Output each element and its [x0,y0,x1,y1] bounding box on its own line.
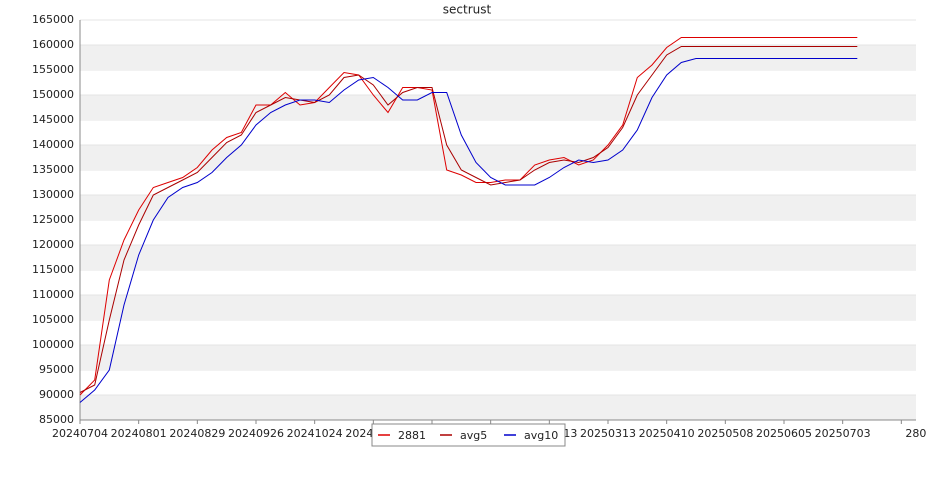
grid-band [80,195,916,220]
x-tick-label: 20250508 [697,427,753,440]
y-tick-label: 100000 [32,338,74,351]
x-tick-label: 20250410 [639,427,695,440]
grid-band [80,345,916,370]
x-tick-label: 20240801 [111,427,167,440]
grid-band [80,245,916,270]
legend-box [371,423,566,447]
x-tick-label: 20240704 [52,427,108,440]
chart-title: sectrust [443,3,492,17]
series-line [79,58,858,403]
y-tick-label: 140000 [32,138,74,151]
x-tick-label: 20240829 [169,427,225,440]
x-tick-label: 20250313 [580,427,636,440]
y-tick-label: 165000 [32,13,74,26]
x-tick-label: 20250605 [756,427,812,440]
x-tick-label: 280 [905,427,926,440]
grid-band [80,95,916,120]
y-tick-label: 115000 [32,263,74,276]
x-tick-label: 20241024 [287,427,343,440]
y-tick-label: 125000 [32,213,74,226]
grid-band [80,295,916,320]
series-line [79,46,858,393]
series-line [79,37,858,396]
y-tick-label: 155000 [32,63,74,76]
y-tick-label: 110000 [32,288,74,301]
y-tick-label: 160000 [32,38,74,51]
y-tick-label: 85000 [39,413,74,426]
y-tick-label: 150000 [32,88,74,101]
legend-label: avg10 [524,429,558,442]
y-tick-label: 90000 [39,388,74,401]
x-tick-label: 20240926 [228,427,284,440]
legend-label: 2881 [398,429,426,442]
y-tick-label: 105000 [32,313,74,326]
grid-band [80,145,916,170]
x-tick-label: 20250703 [815,427,871,440]
legend-label: avg5 [460,429,487,442]
grid-band [80,395,916,420]
y-tick-label: 135000 [32,163,74,176]
grid-band [80,45,916,70]
y-tick-label: 120000 [32,238,74,251]
y-tick-label: 145000 [32,113,74,126]
y-tick-label: 95000 [39,363,74,376]
y-tick-label: 130000 [32,188,74,201]
legend: 2881 avg5 avg10 [371,423,566,447]
